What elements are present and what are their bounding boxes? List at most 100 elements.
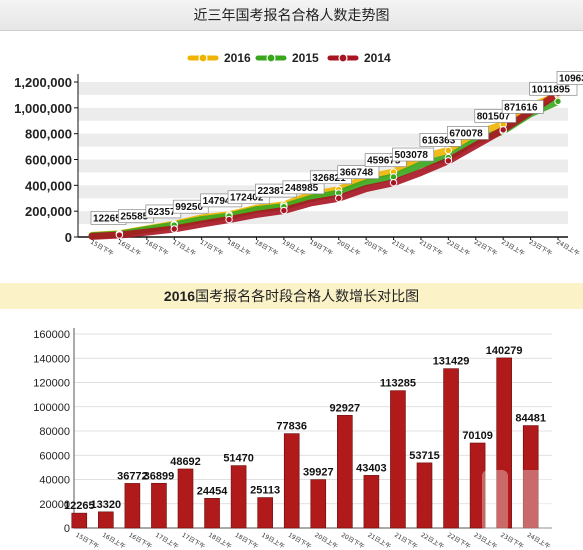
bar bbox=[522, 425, 539, 529]
x-tick-label: 22日上午 bbox=[420, 531, 446, 550]
x-tick-label: 17日上午 bbox=[154, 531, 180, 550]
y-tick-label: 140000 bbox=[33, 353, 70, 365]
x-tick-label: 17日上午 bbox=[171, 238, 197, 258]
x-tick-label: 22日下午 bbox=[473, 238, 499, 258]
bar-value-label: 43403 bbox=[356, 462, 387, 474]
x-tick-label: 20日上午 bbox=[336, 238, 362, 258]
bar bbox=[204, 498, 220, 529]
x-tick-label: 23日上午 bbox=[500, 238, 526, 258]
bar-value-label: 131429 bbox=[433, 356, 470, 368]
bar-value-label: 39927 bbox=[303, 467, 334, 479]
x-tick-label: 17日下午 bbox=[199, 238, 225, 258]
series-line-2014 bbox=[88, 90, 562, 240]
y-tick-label: 40000 bbox=[39, 475, 70, 487]
bar-chart-title: 2016国考报名各时段合格人数增长对比图 bbox=[0, 283, 583, 309]
x-tick-label: 23日上午 bbox=[473, 531, 499, 550]
bar-value-label: 92927 bbox=[330, 402, 361, 414]
data-label: 366748 bbox=[340, 168, 374, 179]
bar-value-label: 48692 bbox=[170, 456, 201, 468]
series-point-2014 bbox=[335, 194, 343, 202]
data-label-box bbox=[392, 147, 435, 162]
bar-value-label: 51470 bbox=[223, 453, 254, 465]
data-label-box bbox=[556, 71, 583, 85]
x-tick-label: 20日下午 bbox=[340, 531, 366, 550]
x-tick-label: 24日上午 bbox=[526, 531, 552, 550]
x-tick-label: 23日下午 bbox=[499, 531, 525, 550]
y-tick-label: 400,000 bbox=[25, 178, 72, 193]
y-tick-label: 200,000 bbox=[25, 204, 72, 219]
data-label: 25585 bbox=[120, 212, 148, 223]
y-tick-label: 0 bbox=[65, 230, 72, 245]
bar-value-label: 140279 bbox=[486, 345, 523, 357]
data-label-box bbox=[529, 81, 578, 96]
series-point-2016 bbox=[444, 146, 453, 155]
x-tick-label: 22日下午 bbox=[446, 531, 472, 550]
x-tick-label: 16日上午 bbox=[101, 531, 127, 550]
bar bbox=[337, 415, 353, 529]
bar bbox=[443, 368, 459, 529]
bar-value-label: 36772 bbox=[117, 470, 148, 482]
series-point-2014 bbox=[499, 126, 507, 134]
data-label: 248985 bbox=[285, 183, 319, 194]
series-point-2014 bbox=[115, 231, 124, 239]
bar bbox=[151, 482, 167, 529]
y-tick-label: 1,200,000 bbox=[14, 75, 72, 90]
x-tick-label: 21日上午 bbox=[391, 238, 417, 258]
y-tick-label: 800,000 bbox=[25, 127, 72, 142]
bar-chart: 0 20000 40000 60000 80000 100000 120000 140000 1… bbox=[33, 328, 552, 550]
legend-label-2016: 2016 bbox=[224, 51, 251, 65]
x-tick-label: 24日上午 bbox=[555, 238, 581, 258]
x-tick-label: 23日下午 bbox=[528, 238, 554, 258]
data-label: 99250 bbox=[175, 202, 203, 213]
x-tick-label: 21日下午 bbox=[393, 531, 419, 550]
x-tick-label: 22日上午 bbox=[445, 238, 471, 258]
bar bbox=[71, 512, 88, 529]
x-tick-label: 16日上午 bbox=[116, 238, 142, 258]
data-label: 616363 bbox=[422, 135, 456, 146]
x-tick-label: 18日下午 bbox=[253, 238, 279, 258]
grid-band bbox=[78, 82, 568, 95]
bar bbox=[363, 475, 380, 529]
y-tick-label: 80000 bbox=[39, 426, 70, 438]
data-label: 670078 bbox=[449, 128, 483, 139]
bar-value-label: 113285 bbox=[380, 378, 416, 390]
bar bbox=[257, 497, 273, 529]
data-label: 1011895 bbox=[532, 84, 571, 95]
x-tick-label: 21日上午 bbox=[366, 531, 392, 550]
bar bbox=[310, 479, 327, 529]
bar bbox=[177, 468, 194, 529]
bar-value-label: 84481 bbox=[515, 413, 546, 425]
y-tick-label: 600,000 bbox=[25, 153, 72, 168]
x-tick-label: 15日下午 bbox=[74, 531, 100, 550]
bar-chart-title-text: 国考报名各时段合格人数增长对比图 bbox=[195, 288, 420, 304]
data-label: 172402 bbox=[230, 193, 264, 204]
data-label-box bbox=[501, 100, 544, 114]
legend-label-2014: 2014 bbox=[364, 51, 391, 65]
y-tick-label: 1,000,000 bbox=[14, 101, 72, 116]
bar-value-label: 70109 bbox=[462, 430, 493, 442]
bar-value-label: 77836 bbox=[276, 421, 307, 433]
x-tick-label: 15日下午 bbox=[89, 238, 115, 258]
series-point-2014 bbox=[170, 225, 178, 233]
x-tick-label: 17日下午 bbox=[181, 531, 207, 550]
x-tick-label: 19日下午 bbox=[308, 238, 334, 258]
series-point-2015 bbox=[554, 97, 562, 106]
bar-chart-title-year: 2016 bbox=[163, 288, 196, 304]
legend-marker-2016 bbox=[198, 53, 208, 63]
bar-value-label: 13320 bbox=[91, 499, 122, 511]
line-chart-title: 近三年国考报名合格人数走势图 bbox=[0, 0, 583, 31]
data-label: 12265 bbox=[93, 213, 121, 224]
data-label-box bbox=[337, 165, 380, 179]
data-label: 223872 bbox=[257, 186, 291, 197]
bar-value-label: 36899 bbox=[144, 470, 175, 482]
x-tick-label: 19日上午 bbox=[281, 238, 307, 258]
data-label: 1096376 bbox=[559, 73, 583, 84]
data-label: 871616 bbox=[504, 102, 538, 113]
x-tick-label: 16日下午 bbox=[127, 531, 153, 550]
y-tick-label: 160000 bbox=[33, 329, 70, 341]
data-label-box bbox=[447, 126, 489, 140]
bar bbox=[283, 433, 300, 529]
x-tick-label: 20日下午 bbox=[363, 238, 389, 258]
x-tick-label: 16日下午 bbox=[144, 238, 170, 258]
